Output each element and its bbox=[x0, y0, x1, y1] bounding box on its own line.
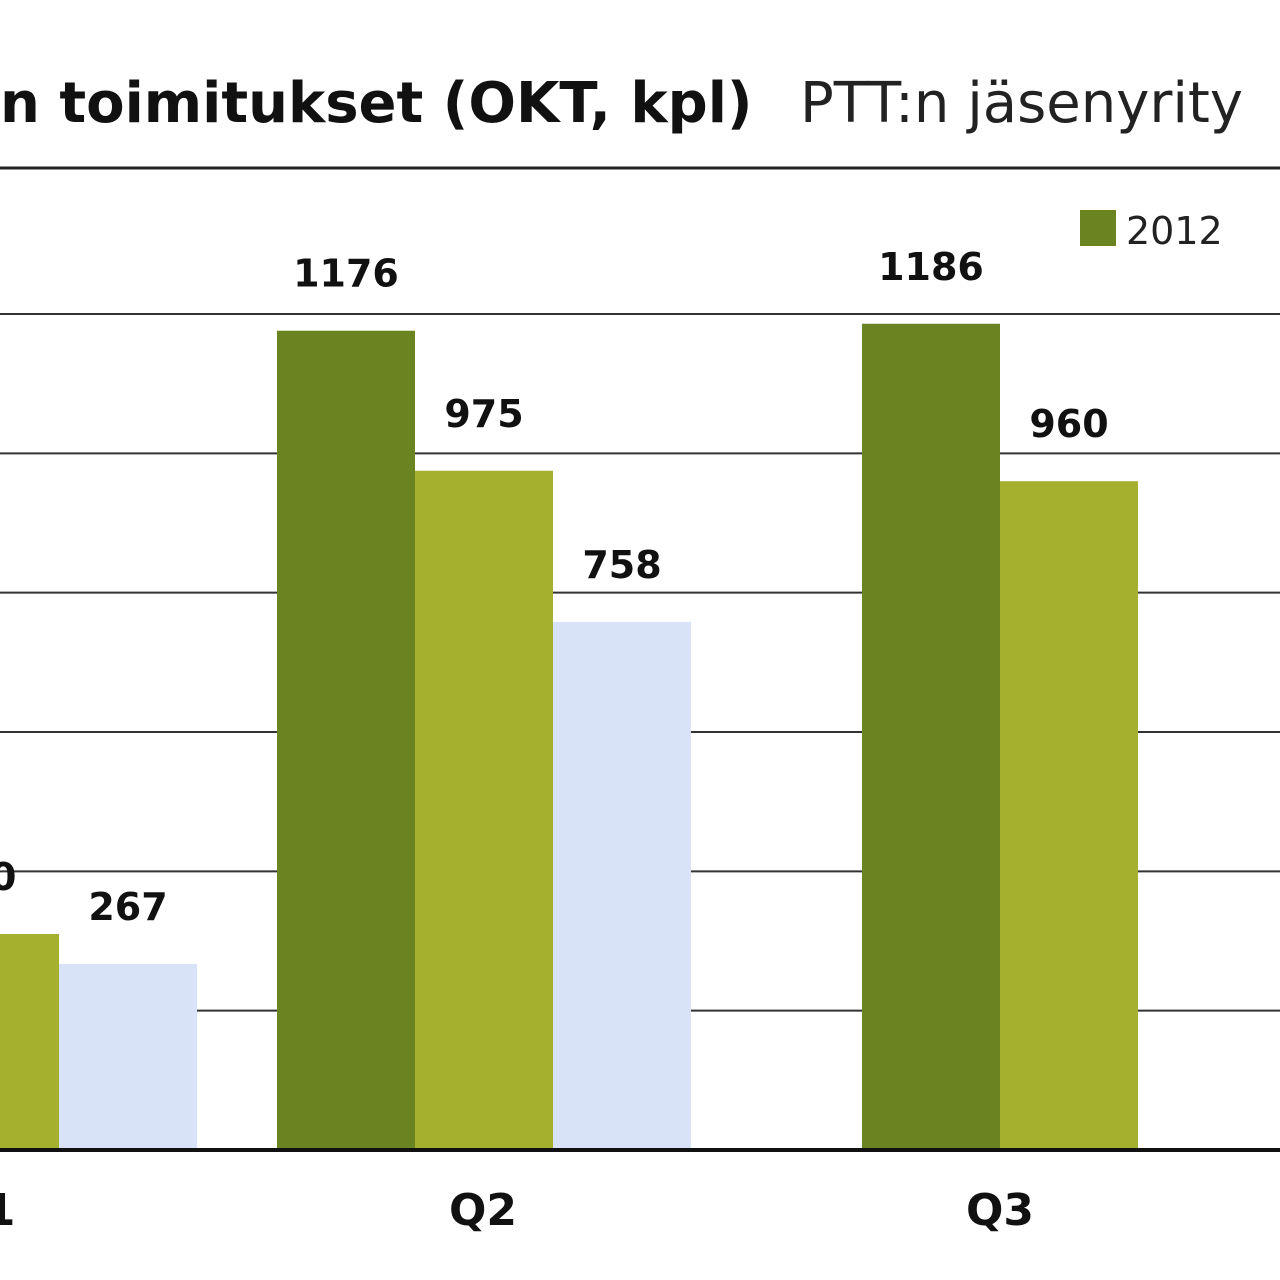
category-label-1: 1 bbox=[0, 1185, 15, 1236]
data-label: 1186 bbox=[878, 245, 984, 289]
data-label: 975 bbox=[444, 392, 523, 436]
legend-label-2012: 2012 bbox=[1126, 209, 1223, 253]
data-label: 10 bbox=[0, 855, 16, 899]
legend: 2012 bbox=[1080, 209, 1223, 253]
bar-q3-series-2 bbox=[1000, 481, 1138, 1150]
category-label-q2: Q2 bbox=[449, 1185, 517, 1236]
data-labels: 1176 1186 10 975 960 267 758 bbox=[0, 245, 1109, 929]
data-label: 960 bbox=[1029, 402, 1108, 446]
chart-title: n toimitukset (OKT, kpl) bbox=[0, 71, 753, 136]
bar-1-series-3 bbox=[59, 963, 197, 1150]
legend-swatch-2012 bbox=[1080, 210, 1116, 246]
data-label: 267 bbox=[88, 885, 167, 929]
bar-q2-series-3 bbox=[553, 621, 691, 1150]
data-label: 758 bbox=[582, 543, 661, 587]
data-label: 1176 bbox=[293, 252, 399, 296]
axis: 1 Q2 Q3 bbox=[0, 1148, 1280, 1236]
bar-q2-series-1 bbox=[277, 330, 415, 1151]
chart-source: PTT:n jäsenyrity bbox=[800, 71, 1243, 136]
bar-1-series-2 bbox=[0, 934, 59, 1150]
bars bbox=[0, 323, 1138, 1151]
category-label-q3: Q3 bbox=[966, 1185, 1034, 1236]
bar-q2-series-2 bbox=[415, 470, 553, 1150]
bar-q3-series-1 bbox=[862, 323, 1000, 1151]
